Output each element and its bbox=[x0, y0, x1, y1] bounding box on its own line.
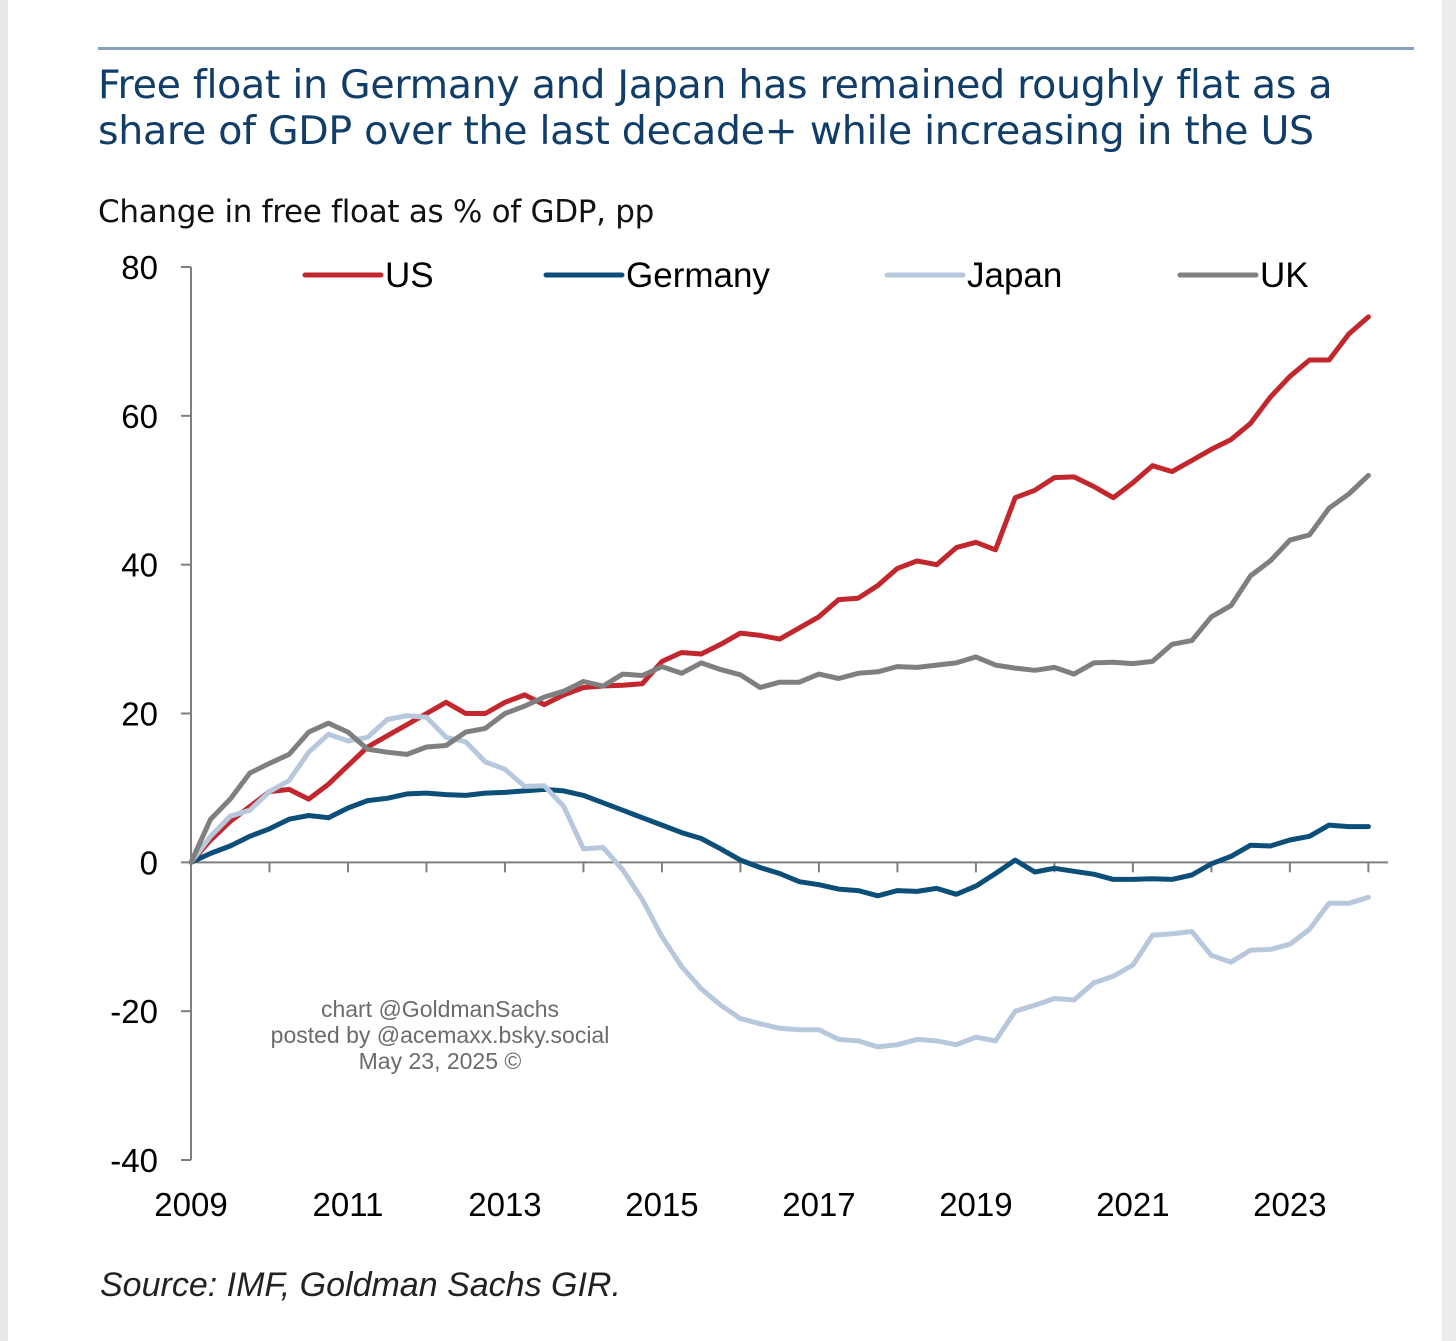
legend-label-germany: Germany bbox=[626, 256, 770, 295]
axes: 80 60 40 20 0 -20 -40 2009 2011 2013 2015 2017 2019 2… bbox=[110, 249, 1388, 1223]
watermark-line-2: posted by @acemaxx.bsky.social bbox=[270, 1022, 610, 1048]
y-tick-label: 40 bbox=[121, 547, 158, 584]
legend-label-japan: Japan bbox=[967, 256, 1062, 295]
x-tick-label: 2009 bbox=[154, 1186, 227, 1223]
y-tick-label: 60 bbox=[121, 398, 158, 435]
x-tick-label: 2015 bbox=[625, 1186, 698, 1223]
series-line-japan bbox=[188, 713, 1371, 1050]
y-tick-label: -20 bbox=[110, 993, 158, 1030]
series-line-uk bbox=[188, 472, 1371, 865]
legend-label-us: US bbox=[385, 256, 434, 295]
left-edge-shade bbox=[0, 0, 8, 1341]
chart-title: Free float in Germany and Japan has rema… bbox=[98, 62, 1333, 154]
y-tick-label: 80 bbox=[121, 249, 158, 286]
legend-label-uk: UK bbox=[1260, 256, 1309, 295]
x-tick-label: 2021 bbox=[1096, 1186, 1169, 1223]
x-tick-label: 2011 bbox=[312, 1186, 383, 1223]
top-rule bbox=[98, 47, 1414, 50]
watermark-line-3: May 23, 2025 © bbox=[358, 1048, 522, 1074]
x-tick-label: 2017 bbox=[782, 1186, 855, 1223]
y-tick-label: 0 bbox=[140, 844, 158, 881]
watermark: chart @GoldmanSachs posted by @acemaxx.b… bbox=[240, 996, 640, 1074]
source-note: Source: IMF, Goldman Sachs GIR. bbox=[100, 1266, 621, 1304]
series-line-us bbox=[188, 314, 1371, 865]
chart-subtitle: Change in free float as % of GDP, pp bbox=[98, 194, 655, 230]
x-tick-label: 2013 bbox=[468, 1186, 541, 1223]
x-tick-label: 2019 bbox=[939, 1186, 1012, 1223]
series-lines bbox=[188, 314, 1371, 1050]
x-tick-label: 2023 bbox=[1253, 1186, 1326, 1223]
right-edge-shade bbox=[1442, 0, 1456, 1341]
series-line-germany bbox=[188, 786, 1371, 899]
watermark-line-1: chart @GoldmanSachs bbox=[320, 996, 560, 1022]
y-tick-label: -40 bbox=[110, 1142, 158, 1179]
legend: US Germany Japan UK bbox=[302, 256, 1309, 295]
y-tick-label: 20 bbox=[121, 696, 158, 733]
